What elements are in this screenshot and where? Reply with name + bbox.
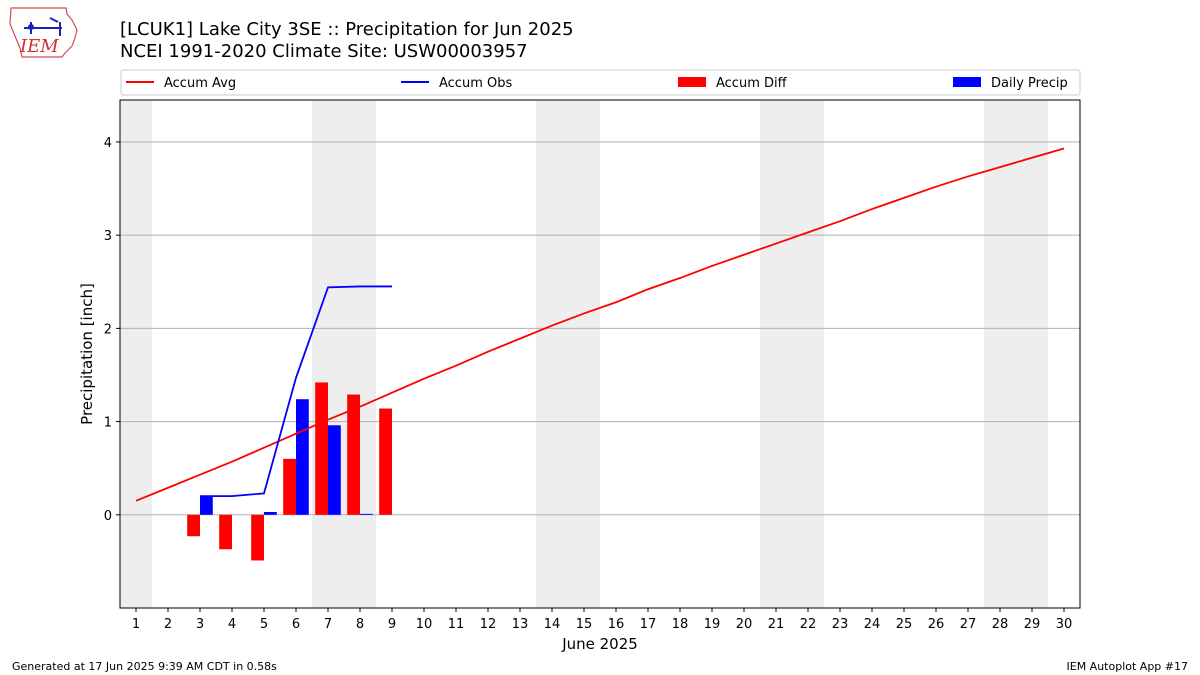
legend-box: [120, 69, 1081, 96]
lines: [135, 147, 1065, 502]
x-tick-label: 13: [512, 617, 529, 632]
x-tick-label: 2: [164, 617, 172, 632]
x-tick-label: 4: [228, 617, 236, 632]
weekend-shading: [120, 100, 1048, 608]
legend-entry: Accum Obs: [439, 76, 512, 91]
legend-marker: [953, 77, 981, 87]
logo-text: IEM: [19, 36, 59, 57]
accum-diff-bar: [219, 514, 232, 550]
x-tick-label: 14: [544, 617, 561, 632]
legend-entry: Daily Precip: [991, 76, 1068, 91]
bars: [187, 382, 392, 561]
x-tick-label: 22: [800, 617, 817, 632]
y-tick-label: 1: [104, 416, 112, 431]
y-tick-label: 4: [104, 136, 112, 151]
x-tick-label: 1: [132, 617, 140, 632]
y-axis-label: Precipitation [inch]: [78, 283, 96, 425]
plot-frame: [119, 99, 1081, 609]
accum-diff-bar: [187, 514, 200, 537]
chart-subtitle: NCEI 1991-2020 Climate Site: USW00003957: [120, 41, 528, 62]
x-tick-label: 7: [324, 617, 332, 632]
x-tick-label: 20: [736, 617, 753, 632]
accum-obs-line: [200, 285, 392, 498]
accum-diff-bar: [315, 382, 328, 515]
weekend-band: [312, 100, 376, 608]
x-tick-label: 12: [480, 617, 497, 632]
x-tick-label: 15: [576, 617, 593, 632]
x-tick-label: 8: [356, 617, 364, 632]
x-tick-label: 6: [292, 617, 300, 632]
x-tick-label: 18: [672, 617, 689, 632]
legend: Accum Avg Accum Obs Accum Diff Daily Precip: [126, 76, 1068, 91]
x-tick-label: 10: [416, 617, 433, 632]
accum-diff-bar: [251, 514, 264, 561]
y-tick-label: 2: [104, 322, 112, 337]
daily-precip-bar: [360, 513, 373, 515]
weekend-band: [536, 100, 600, 608]
legend-marker: [678, 77, 706, 87]
x-tick-label: 23: [832, 617, 849, 632]
y-axis-ticks: 0 1 2 3 4: [104, 136, 120, 524]
x-tick-label: 29: [1024, 617, 1041, 632]
x-tick-label: 11: [448, 617, 465, 632]
x-tick-label: 28: [992, 617, 1009, 632]
accum-diff-bar: [283, 458, 296, 515]
legend-entry: Accum Avg: [164, 76, 236, 91]
weekend-band: [984, 100, 1048, 608]
x-tick-label: 17: [640, 617, 657, 632]
accum-diff-bar: [347, 394, 360, 515]
accum-avg-line: [135, 147, 1065, 502]
x-tick-label: 21: [768, 617, 785, 632]
legend-entry: Accum Diff: [716, 76, 788, 91]
x-axis-label: June 2025: [561, 635, 638, 653]
x-tick-label: 27: [960, 617, 977, 632]
x-tick-label: 25: [896, 617, 913, 632]
daily-precip-bar: [200, 496, 213, 515]
daily-precip-bar: [296, 399, 309, 515]
x-tick-label: 5: [260, 617, 268, 632]
weekend-band: [760, 100, 824, 608]
station-dot-icon: [28, 24, 34, 30]
accum-diff-bar: [379, 408, 392, 515]
x-tick-label: 26: [928, 617, 945, 632]
x-tick-label: 9: [388, 617, 396, 632]
x-axis-ticks: 1 2 3 4 5 6 7 8 9 10 11 12 13 14 15 16 17 18 19 20 21 22 23 24 2…: [132, 608, 1072, 632]
footer-generated: Generated at 17 Jun 2025 9:39 AM CDT in …: [12, 660, 277, 673]
grid-lines: [120, 141, 1080, 516]
daily-precip-bar: [264, 511, 277, 515]
x-tick-label: 3: [196, 617, 204, 632]
x-tick-label: 24: [864, 617, 881, 632]
iem-logo: IEM: [9, 7, 78, 58]
footer-app: IEM Autoplot App #17: [1067, 660, 1189, 673]
x-tick-label: 19: [704, 617, 721, 632]
x-tick-label: 16: [608, 617, 625, 632]
chart-title: [LCUK1] Lake City 3SE :: Precipitation f…: [120, 19, 574, 40]
daily-precip-bar: [328, 425, 341, 515]
y-tick-label: 0: [104, 509, 112, 524]
x-tick-label: 30: [1056, 617, 1073, 632]
y-tick-label: 3: [104, 229, 112, 244]
iowa-outline-icon: [9, 7, 78, 58]
weekend-band: [120, 100, 152, 608]
